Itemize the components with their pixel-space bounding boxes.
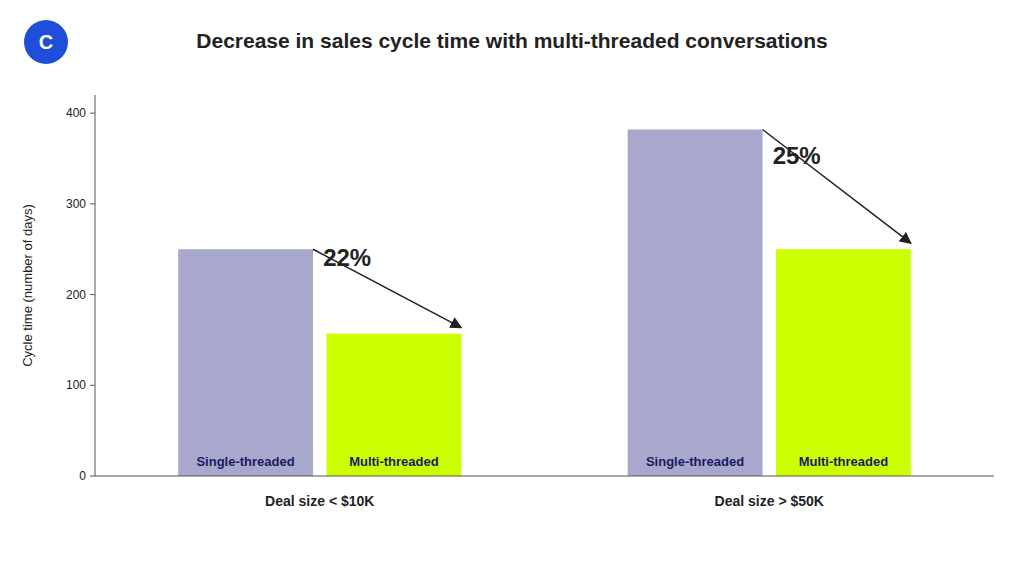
bar-label: Single-threaded (196, 454, 294, 469)
y-tick-label: 200 (66, 288, 86, 302)
y-tick-label: 400 (66, 106, 86, 120)
bar-label: Single-threaded (646, 454, 744, 469)
logo: C (24, 20, 68, 64)
logo-text: C (39, 31, 53, 53)
bar (628, 129, 763, 476)
arrow (763, 129, 911, 243)
y-tick (90, 113, 95, 114)
y-tick (90, 203, 95, 204)
chart-container: Decrease in sales cycle time with multi-… (0, 0, 1024, 576)
category-label: Deal size < $10K (265, 493, 374, 509)
bar (326, 334, 461, 476)
title: Decrease in sales cycle time with multi-… (196, 29, 827, 52)
logo-circle (24, 20, 68, 64)
bar-label: Multi-threaded (799, 454, 889, 469)
y-ticks: 0 100 200 300 400 (66, 106, 95, 483)
annotations: 22% 25% (313, 129, 911, 327)
y-axis-line (95, 95, 96, 476)
y-axis-label: Cycle time (number of days) (20, 204, 35, 367)
y-tick-label: 300 (66, 197, 86, 211)
category-label: Deal size > $50K (715, 493, 824, 509)
bar (776, 249, 911, 476)
x-tick-labels: Deal size < $10K Deal size > $50K (265, 493, 824, 509)
chart-svg: Decrease in sales cycle time with multi-… (0, 0, 1024, 576)
x-axis-line (95, 476, 994, 477)
y-tick (90, 476, 95, 477)
annotation: 25% (773, 142, 821, 169)
y-tick-label: 100 (66, 378, 86, 392)
y-tick-label: 0 (79, 469, 86, 483)
bar-labels: Single-threaded Single-threaded Multi-thre… (196, 454, 888, 469)
bar (178, 249, 313, 476)
bar-label: Multi-threaded (349, 454, 439, 469)
y-tick (90, 294, 95, 295)
bars (178, 129, 911, 476)
annotation: 22% (323, 244, 371, 271)
y-tick (90, 385, 95, 386)
